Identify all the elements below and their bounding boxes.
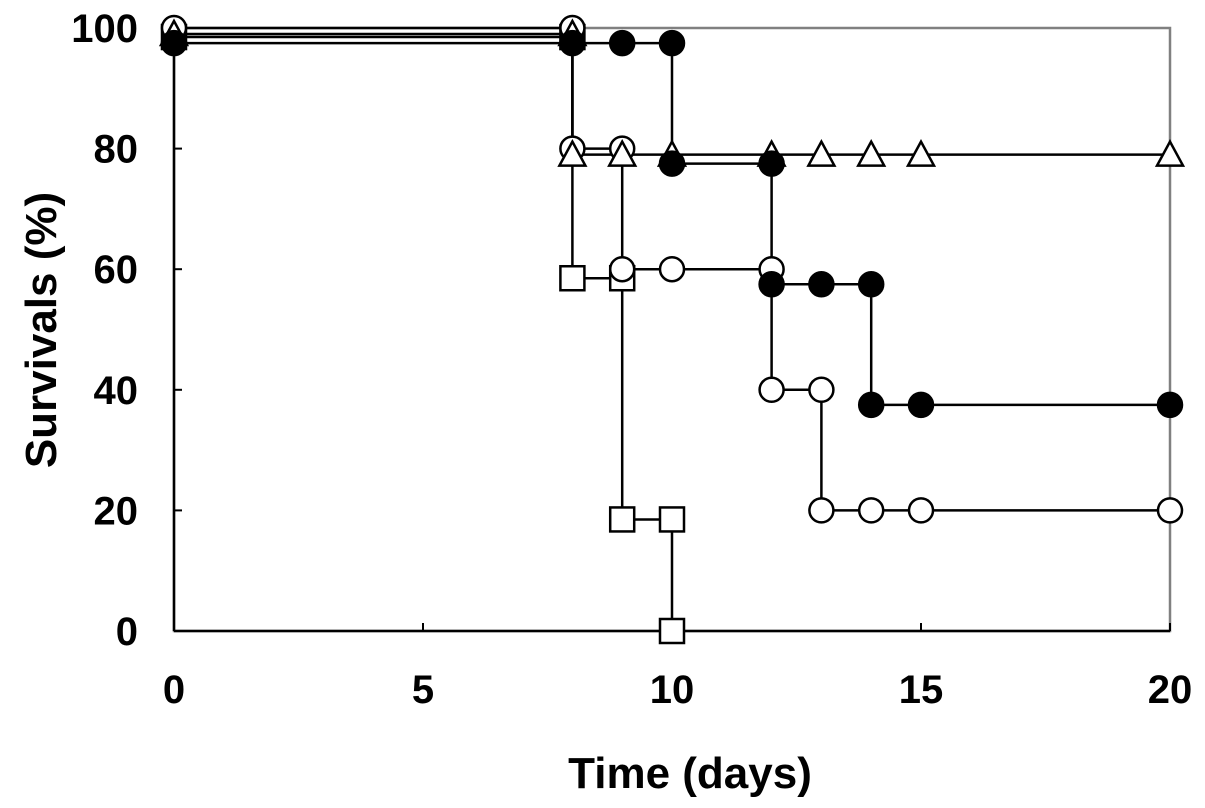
data-point-filled-circle bbox=[808, 271, 835, 298]
data-point-open-square bbox=[608, 506, 636, 533]
x-axis-title: Time (days) bbox=[568, 749, 812, 798]
data-point-open-triangle bbox=[806, 139, 837, 167]
x-tick-label: 0 bbox=[163, 668, 185, 712]
y-tick-label: 0 bbox=[116, 610, 138, 654]
data-point-filled-circle bbox=[758, 271, 785, 298]
data-point-open-square bbox=[658, 506, 686, 533]
data-point-filled-circle bbox=[758, 150, 785, 177]
data-point-open-circle bbox=[1156, 497, 1184, 524]
x-tick-label: 20 bbox=[1148, 668, 1193, 712]
data-point-open-circle bbox=[658, 255, 686, 283]
data-point-open-circle bbox=[857, 497, 885, 524]
y-tick-label: 20 bbox=[94, 489, 139, 533]
data-point-filled-circle bbox=[907, 391, 935, 419]
series-line-open-square bbox=[174, 35, 674, 631]
data-point-filled-circle bbox=[1156, 391, 1184, 419]
axis-ticks: 0 5 10 15 20 0 20 40 60 80 100 bbox=[71, 7, 1192, 712]
data-point-open-circle bbox=[608, 255, 636, 283]
x-tick-label: 15 bbox=[899, 668, 944, 712]
data-point-filled-circle bbox=[658, 29, 686, 57]
data-point-open-triangle bbox=[557, 139, 588, 167]
series-line-filled-circle bbox=[174, 41, 1170, 407]
data-point-open-square bbox=[559, 264, 586, 292]
data-point-filled-circle bbox=[559, 29, 586, 57]
y-tick-label: 60 bbox=[94, 248, 139, 292]
x-tick-label: 10 bbox=[650, 668, 695, 712]
data-point-open-circle bbox=[907, 497, 935, 524]
data-point-open-triangle bbox=[905, 139, 937, 167]
data-point-filled-circle bbox=[857, 391, 885, 419]
data-point-open-triangle bbox=[1154, 139, 1186, 167]
y-tick-label: 80 bbox=[94, 128, 139, 172]
data-point-filled-circle bbox=[608, 29, 636, 57]
y-tick-label: 100 bbox=[71, 7, 138, 51]
data-point-open-square bbox=[658, 617, 686, 645]
data-point-open-circle bbox=[758, 376, 785, 404]
y-tick-label: 40 bbox=[94, 369, 139, 413]
series-markers bbox=[158, 14, 1186, 645]
data-point-filled-circle bbox=[160, 29, 188, 57]
series-lines bbox=[174, 26, 1170, 631]
data-point-filled-circle bbox=[658, 150, 686, 177]
data-point-open-triangle bbox=[607, 139, 638, 167]
y-axis-title: Survivals (%) bbox=[17, 192, 66, 468]
data-point-filled-circle bbox=[857, 271, 885, 298]
series-line-open-triangle bbox=[174, 32, 1170, 156]
data-point-open-circle bbox=[808, 376, 835, 404]
data-point-open-circle bbox=[808, 497, 835, 524]
x-tick-label: 5 bbox=[412, 668, 434, 712]
data-point-open-triangle bbox=[856, 139, 887, 167]
